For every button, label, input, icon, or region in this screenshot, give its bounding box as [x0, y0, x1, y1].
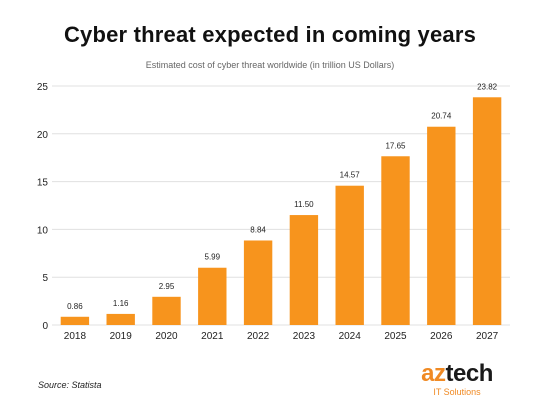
data-label: 20.74 — [431, 112, 452, 121]
bar — [106, 313, 135, 325]
data-label: 2.95 — [159, 282, 175, 291]
data-label: 23.82 — [477, 82, 498, 91]
y-tick-label: 25 — [37, 82, 49, 93]
x-tick-label: 2020 — [155, 331, 178, 342]
data-label: 5.99 — [205, 253, 221, 262]
x-tick-label: 2022 — [247, 331, 270, 342]
x-tick-label: 2027 — [476, 331, 499, 342]
x-tick-label: 2024 — [339, 331, 362, 342]
bar — [60, 316, 90, 325]
logo-wordmark-rest: tech — [445, 360, 494, 387]
bar — [243, 240, 273, 325]
chart-subtitle: Estimated cost of cyber threat worldwide… — [145, 60, 395, 70]
bar — [152, 296, 181, 325]
bar — [427, 126, 456, 325]
data-label: 11.50 — [294, 200, 314, 209]
x-tick-label: 2018 — [64, 331, 87, 342]
bar — [198, 267, 227, 325]
data-label: 8.84 — [250, 225, 266, 234]
y-tick-label: 5 — [42, 273, 48, 284]
bar — [289, 215, 319, 325]
source-note: Source: Statista — [38, 380, 102, 390]
x-tick-label: 2025 — [384, 331, 407, 342]
data-label: 14.57 — [340, 171, 361, 180]
y-tick-label: 10 — [37, 225, 49, 236]
y-tick-label: 15 — [37, 178, 49, 189]
y-tick-label: 0 — [42, 321, 48, 332]
data-label: 1.16 — [113, 299, 129, 308]
x-tick-label: 2023 — [293, 331, 316, 342]
chart-title: Cyber threat expected in coming years — [63, 22, 477, 47]
data-label: 17.65 — [385, 141, 406, 150]
aztech-logo: aztech IT Solutions — [412, 362, 502, 398]
x-tick-label: 2026 — [430, 331, 453, 342]
logo-wordmark-first: az — [421, 360, 446, 387]
data-label: 0.86 — [67, 302, 83, 311]
y-tick-label: 20 — [37, 130, 49, 141]
bar — [335, 185, 364, 325]
bar — [381, 156, 410, 325]
logo-tagline: IT Solutions — [433, 387, 481, 397]
x-tick-label: 2019 — [110, 331, 133, 342]
x-tick-label: 2021 — [201, 331, 224, 342]
logo-wordmark: aztech — [412, 362, 502, 386]
bar — [472, 97, 502, 326]
